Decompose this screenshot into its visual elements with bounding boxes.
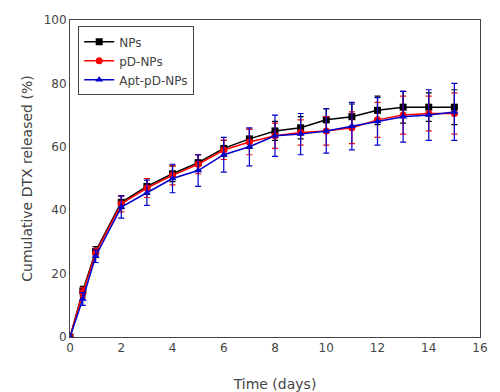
svg-text:Apt-pD-NPs: Apt-pD-NPs	[119, 74, 187, 88]
svg-text:6: 6	[220, 341, 228, 355]
svg-text:8: 8	[271, 341, 279, 355]
svg-text:100: 100	[44, 13, 67, 27]
svg-text:pD-NPs: pD-NPs	[119, 55, 162, 69]
svg-text:16: 16	[472, 341, 487, 355]
svg-text:0: 0	[59, 330, 67, 344]
svg-text:12: 12	[370, 341, 385, 355]
svg-text:20: 20	[51, 267, 66, 281]
svg-text:60: 60	[51, 140, 66, 154]
svg-text:4: 4	[169, 341, 177, 355]
svg-text:Time (days): Time (days)	[233, 376, 317, 392]
svg-text:10: 10	[319, 341, 334, 355]
svg-text:NPs: NPs	[119, 36, 141, 50]
svg-text:40: 40	[51, 203, 66, 217]
svg-text:0: 0	[66, 341, 74, 355]
svg-text:2: 2	[117, 341, 125, 355]
svg-text:Cumulative DTX released (%): Cumulative DTX released (%)	[19, 75, 35, 281]
svg-text:80: 80	[51, 77, 66, 91]
svg-text:14: 14	[421, 341, 436, 355]
